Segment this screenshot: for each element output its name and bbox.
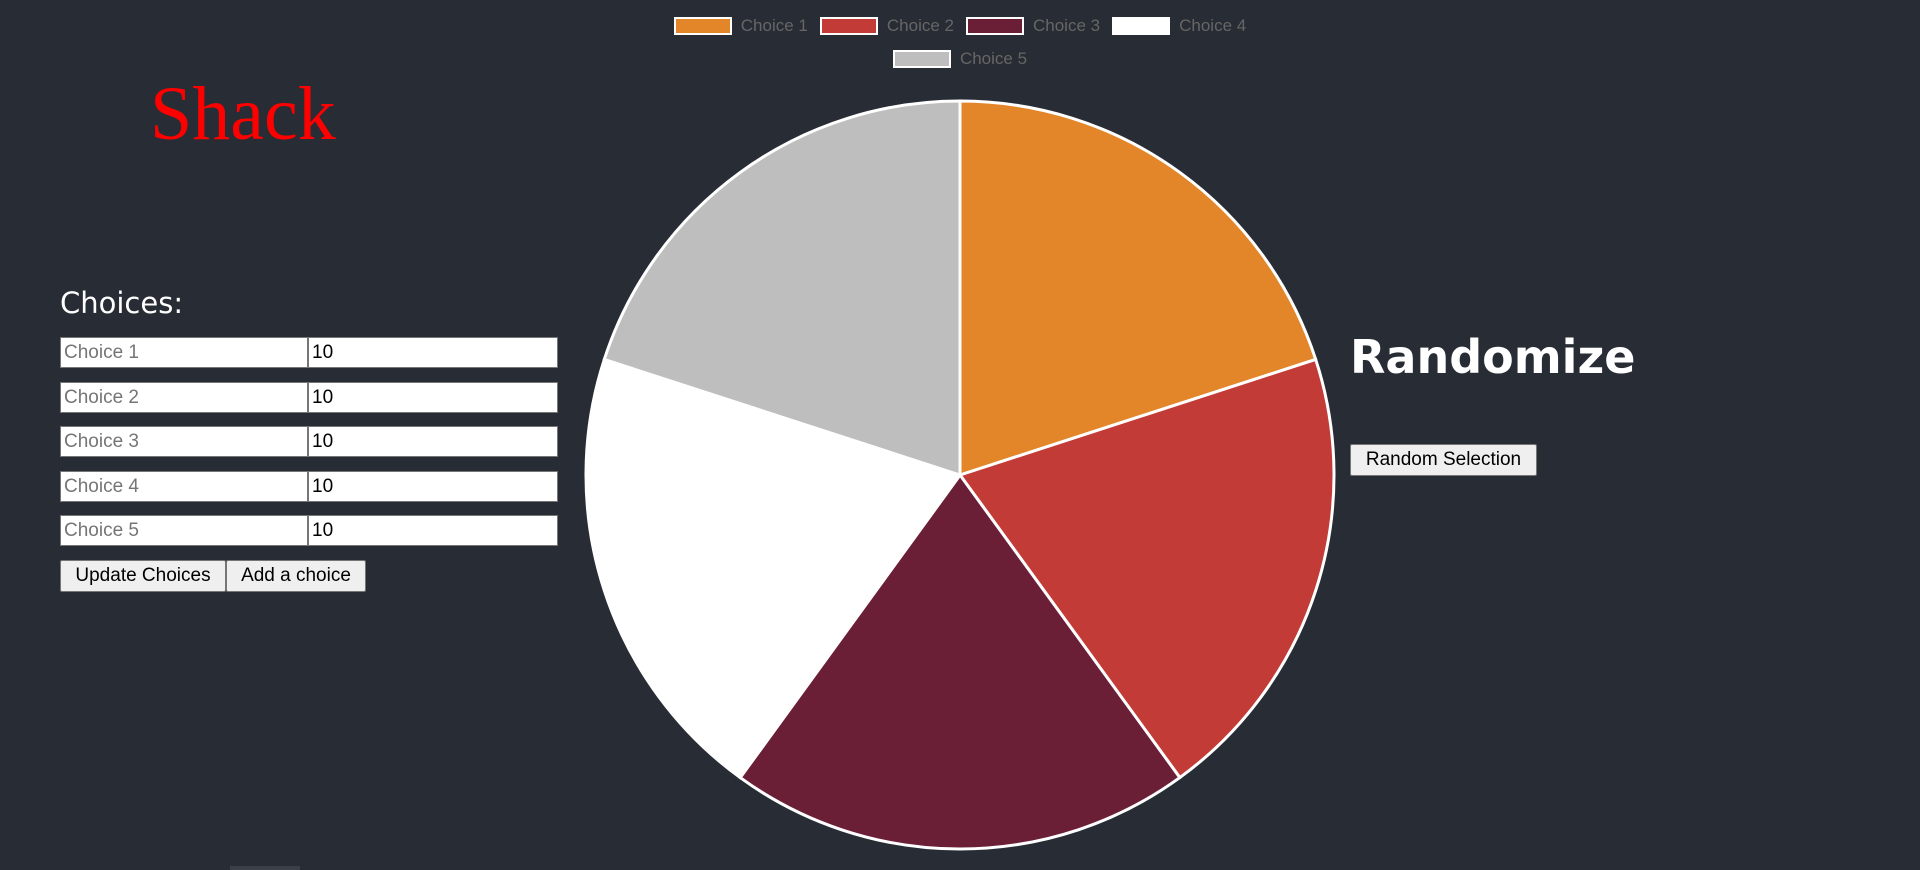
choice-name-input[interactable] <box>60 515 308 546</box>
choice-weight-input[interactable] <box>308 382 558 413</box>
legend-item-choice-2[interactable]: Choice 2 <box>819 14 954 38</box>
legend-label: Choice 3 <box>1033 16 1101 35</box>
legend-swatch <box>673 17 732 35</box>
pie-slice-1[interactable] <box>958 99 1318 478</box>
pie-slice-5[interactable] <box>602 99 962 478</box>
legend-row: Choice 1 Choice 2 Choice 3 Choice 4 <box>0 14 1920 47</box>
choice-weight-input[interactable] <box>308 515 558 546</box>
update-choices-button[interactable]: Update Choices <box>60 560 226 592</box>
choice-name-input[interactable] <box>60 426 308 457</box>
choice-weight-input[interactable] <box>308 471 558 502</box>
legend-label: Choice 1 <box>740 16 808 35</box>
legend-label: Choice 5 <box>959 49 1028 68</box>
chart-legend: Choice 1 Choice 2 Choice 3 Choice 4 Choi… <box>0 14 1920 80</box>
randomize-heading: Randomize <box>1350 330 1636 384</box>
legend-label: Choice 4 <box>1179 16 1247 35</box>
legend-item-choice-5[interactable]: Choice 5 <box>892 47 1028 71</box>
random-selection-button[interactable]: Random Selection <box>1350 444 1537 476</box>
legend-swatch <box>1112 17 1171 35</box>
legend-row: Choice 5 <box>0 47 1920 80</box>
scrollbar-thumb[interactable] <box>230 866 300 870</box>
choice-weight-input[interactable] <box>308 337 558 368</box>
pie-slice-4[interactable] <box>584 357 963 780</box>
choice-name-input[interactable] <box>60 471 308 502</box>
choice-weight-input[interactable] <box>308 426 558 457</box>
legend-label: Choice 2 <box>886 16 954 35</box>
app-logo: Shack <box>150 72 336 156</box>
legend-item-choice-1[interactable]: Choice 1 <box>673 14 808 38</box>
choice-name-input[interactable] <box>60 337 308 368</box>
legend-swatch <box>819 17 878 35</box>
legend-item-choice-3[interactable]: Choice 3 <box>966 14 1100 38</box>
pie-slice-2[interactable] <box>957 357 1336 780</box>
choice-name-input[interactable] <box>60 382 308 413</box>
choices-heading: Choices: <box>60 286 184 320</box>
pie-chart[interactable] <box>580 95 1340 855</box>
legend-item-choice-4[interactable]: Choice 4 <box>1112 14 1246 38</box>
legend-swatch <box>892 50 951 68</box>
legend-swatch <box>966 17 1024 35</box>
add-choice-button[interactable]: Add a choice <box>226 560 366 592</box>
pie-slice-3[interactable] <box>738 472 1182 851</box>
